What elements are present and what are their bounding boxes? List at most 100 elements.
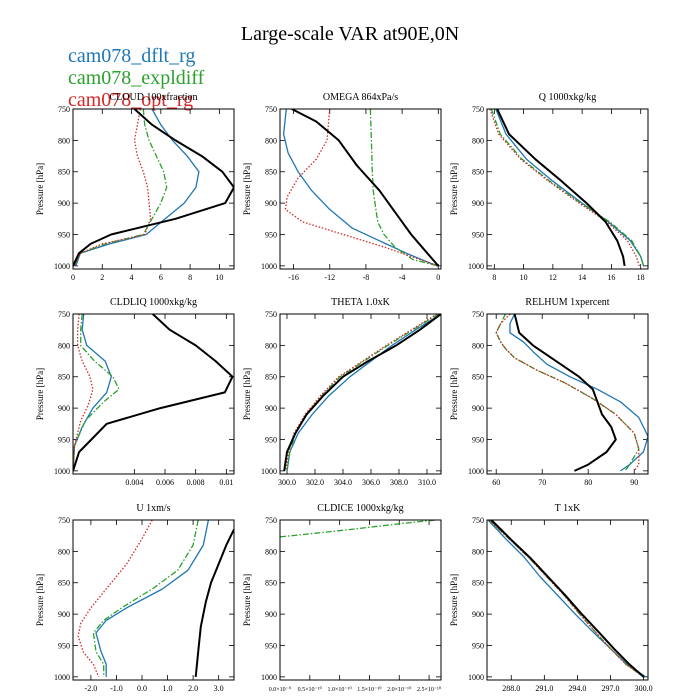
x-tick-label: -2.0 [85,684,98,693]
series-line-1 [280,520,436,538]
y-axis-label: Pressure [hPa] [449,574,459,626]
panel-frame [486,519,649,681]
x-tick-label: -16 [288,273,299,282]
panel-7: U 1xm/s Pressure [hPa] 750 800 850 900 950 1000… [35,503,235,693]
panel-title: Q 1000xkg/kg [539,92,597,103]
y-tick-label: 950 [58,641,70,650]
series-line-2 [369,109,439,267]
panel-title: U 1xm/s [136,503,170,514]
panel-title: CLDICE 1000xkg/kg [317,503,403,514]
y-tick-label: 850 [265,373,277,382]
y-tick-label: 900 [265,610,277,619]
x-tick-label: 0.008 [187,478,205,487]
x-tick-label: 80 [584,478,592,487]
panel-frame [279,519,442,681]
x-tick-label: 2.0×10⁻¹⁰ [387,686,412,693]
x-tick-label: 1.0 [163,684,173,693]
panel-frame [72,519,235,681]
y-tick-label: 800 [58,547,70,556]
x-tick-label: 12 [549,273,557,282]
panel-frame [72,313,235,475]
y-tick-label: 850 [472,373,484,382]
series-line-4 [490,520,645,678]
series-line-4 [194,528,234,677]
series-line-4 [496,109,626,267]
panel-9: T 1xK Pressure [hPa] 750 800 850 900 950 1000 28… [449,503,653,693]
panel-title: CLDLIQ 1000xkg/kg [110,297,197,308]
y-tick-label: 850 [58,168,70,177]
y-tick-label: 900 [472,404,484,413]
x-tick-label: 310.0 [418,478,436,487]
panel-1: CLOUD 100xfraction Pressure [hPa] 750 800 85… [35,92,235,282]
panel-frame [72,108,235,270]
series-line-1 [95,520,210,677]
y-tick-label: 800 [265,341,277,350]
y-tick-label: 750 [58,516,70,525]
x-tick-label: 60 [492,478,500,487]
y-tick-label: 1000 [54,467,70,476]
x-tick-label: 0 [71,273,75,282]
series-line-3 [284,109,439,267]
x-tick-label: 2 [100,273,104,282]
legend: cam078_dflt_rg cam078_expldiff cam078_op… [68,45,205,111]
series-line-4 [291,109,440,267]
panel-frame [279,108,442,270]
y-tick-label: 950 [58,230,70,239]
x-tick-label: 304.0 [334,478,352,487]
y-axis-label: Pressure [hPa] [242,368,252,420]
y-tick-label: 900 [265,404,277,413]
y-tick-label: 850 [472,579,484,588]
x-tick-label: 4 [130,273,134,282]
x-tick-label: 294.0 [568,684,586,693]
series-line-1 [282,109,439,267]
x-tick-label: -8 [363,273,370,282]
y-tick-label: 750 [265,310,277,319]
y-tick-label: 900 [472,610,484,619]
y-tick-label: 950 [472,641,484,650]
x-tick-label: 291.0 [535,684,553,693]
y-tick-label: 850 [265,579,277,588]
x-tick-label: 0.006 [156,478,174,487]
series-line-2 [73,314,120,471]
panel-8: CLDICE 1000xkg/kg Pressure [hPa] 750 800 850… [242,503,442,693]
x-tick-label: -1.0 [110,684,123,693]
x-tick-label: 300.0 [635,684,653,693]
x-tick-label: -4 [399,273,406,282]
series-line-4 [73,314,234,472]
x-tick-label: 297.0 [602,684,620,693]
y-tick-label: 900 [58,610,70,619]
series-line-1 [509,314,648,472]
y-tick-label: 750 [472,516,484,525]
x-tick-label: -12 [324,273,335,282]
y-tick-label: 1000 [468,673,484,682]
x-tick-label: 18 [637,273,645,282]
series-line-3 [488,520,644,678]
series-line-2 [490,109,645,267]
panel-frame [279,313,442,475]
x-tick-label: 1.5×10⁻¹⁰ [357,686,382,693]
y-tick-label: 800 [472,136,484,145]
y-tick-label: 1000 [261,262,277,271]
x-tick-label: 2.0 [188,684,198,693]
x-tick-label: 0.0×10⁻⁰ [269,686,292,693]
x-tick-label: 16 [607,273,615,282]
panel-title: THETA 1.0xK [331,297,390,308]
y-axis-label: Pressure [hPa] [449,368,459,420]
legend-entry-3: cam078_opt_rg [68,89,193,111]
y-tick-label: 800 [58,136,70,145]
panel-title: OMEGA 864xPa/s [323,92,398,103]
y-tick-label: 950 [58,435,70,444]
y-axis-label: Pressure [hPa] [242,163,252,215]
y-tick-label: 950 [265,641,277,650]
y-tick-label: 1000 [468,262,484,271]
x-tick-label: 0.5×10⁻¹⁰ [298,686,323,693]
y-tick-label: 750 [472,310,484,319]
panel-5: THETA 1.0xK Pressure [hPa] 750 800 850 900 950… [242,297,442,487]
panel-frame [486,313,649,475]
x-tick-label: 90 [630,478,638,487]
x-tick-label: 14 [578,273,586,282]
series-line-3 [489,109,640,267]
series-line-3 [495,314,640,472]
x-tick-label: 70 [538,478,546,487]
